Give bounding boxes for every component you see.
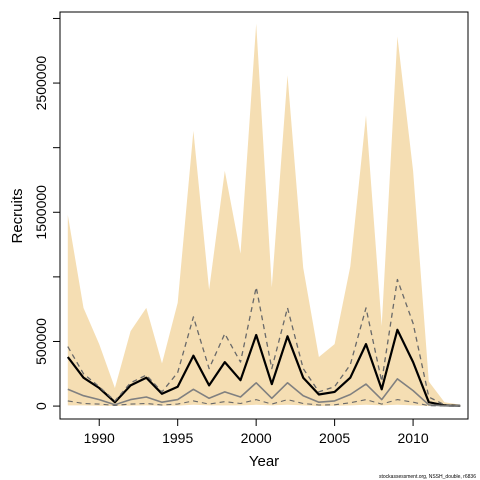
x-tick-label-2010: 2010 — [397, 430, 428, 446]
y-tick-label-1500000: 1500000 — [33, 185, 49, 240]
plot-layer — [66, 23, 461, 407]
series-line-dashed-lower — [67, 399, 461, 407]
y-tick-label-0: 0 — [33, 402, 49, 410]
series-line-solid-gray — [67, 378, 461, 407]
x-tick-label-1990: 1990 — [84, 430, 115, 446]
y-tick-label-2500000: 2500000 — [33, 56, 49, 111]
footnote: stockassessment.org, NSSH_double, r6836 — [379, 474, 476, 480]
plot-frame — [59, 11, 469, 420]
y-axis-title: Recruits — [9, 188, 26, 243]
series-line-solid-black — [66, 328, 461, 407]
x-tick-label-2005: 2005 — [319, 430, 350, 446]
axes-layer: 1990 1995 2000 2005 2010 0 500000 1500000 250000… — [33, 17, 429, 446]
x-tick-label-1995: 1995 — [162, 430, 193, 446]
x-tick-label-2000: 2000 — [241, 430, 272, 446]
x-axis-title: Year — [249, 453, 279, 470]
confidence-band — [67, 23, 461, 407]
series-line-dashed-upper — [67, 278, 461, 407]
y-tick-label-500000: 500000 — [33, 318, 49, 365]
